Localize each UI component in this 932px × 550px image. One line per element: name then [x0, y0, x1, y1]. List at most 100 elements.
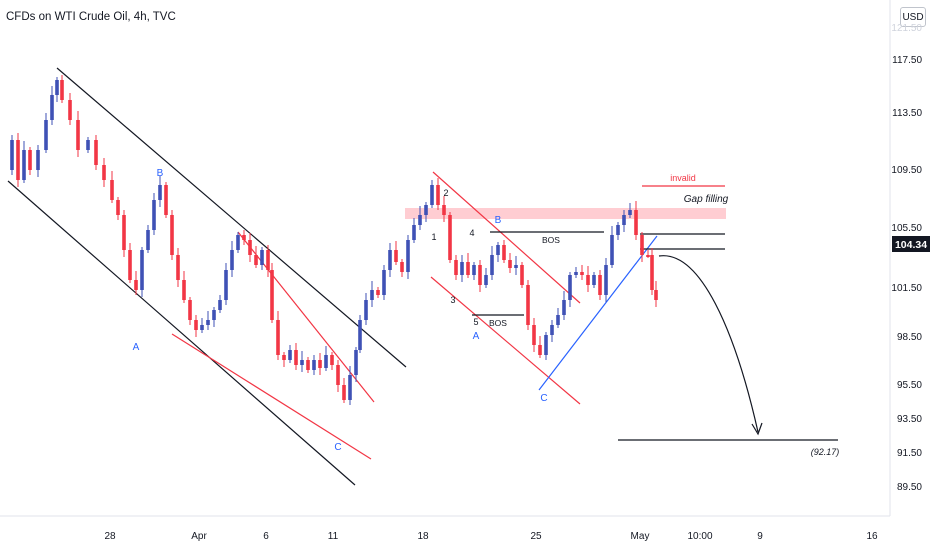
candle-body — [282, 355, 286, 360]
candle-body — [68, 100, 72, 120]
x-tick-label: May — [631, 531, 650, 542]
candle-body — [312, 360, 316, 370]
wave-label-b2: B — [495, 215, 502, 226]
x-tick-label: 10:00 — [687, 531, 712, 542]
candle-body — [568, 275, 572, 300]
candle-body — [122, 215, 126, 250]
wave-label-b1: B — [157, 168, 164, 179]
y-tick-label: 91.50 — [897, 448, 922, 459]
projection-arrow — [658, 255, 759, 433]
x-tick-label: Apr — [191, 531, 207, 542]
candle-body — [28, 150, 32, 170]
candle-body — [616, 225, 620, 235]
currency-badge[interactable]: USD — [900, 7, 926, 27]
wave-label-a1: A — [133, 342, 140, 353]
candle-body — [508, 260, 512, 268]
candle-body — [276, 320, 280, 355]
target-label: (92.17) — [811, 447, 840, 457]
candle-body — [300, 360, 304, 365]
candle-body — [140, 250, 144, 290]
candle-body — [152, 200, 156, 230]
candle-body — [430, 185, 434, 205]
candle-body — [354, 350, 358, 375]
projection-arrow-head — [751, 422, 763, 436]
candle-body — [418, 215, 422, 225]
candle-body — [134, 280, 138, 290]
y-tick-label: 113.50 — [892, 108, 922, 119]
invalid-label: invalid — [670, 173, 696, 183]
candle-body — [230, 250, 234, 270]
candle-body — [94, 140, 98, 165]
candle-body — [654, 290, 658, 300]
candle-body — [526, 285, 530, 325]
candle-body — [266, 250, 270, 270]
candle-body — [102, 165, 106, 180]
candle-body — [538, 345, 542, 355]
y-tick-label: 105.50 — [891, 223, 922, 234]
candle-body — [502, 245, 506, 260]
x-tick-label: 6 — [263, 531, 269, 542]
candle-body — [176, 255, 180, 280]
candle-body — [364, 300, 368, 320]
candle-body — [466, 262, 470, 275]
candle-body — [436, 185, 440, 205]
candle-body — [520, 265, 524, 285]
y-tick-label: 95.50 — [897, 380, 922, 391]
candle-body — [324, 355, 328, 368]
candle-body — [376, 290, 380, 295]
wave-label-c1: C — [334, 442, 341, 453]
candle-body — [50, 95, 54, 120]
candle-body — [270, 270, 274, 320]
candle-body — [574, 272, 578, 275]
last-price-label: 104.34 — [895, 239, 927, 251]
candle-body — [318, 360, 322, 368]
candle-body — [128, 250, 132, 280]
x-axis[interactable]: 28 Apr 6 11 18 25 May 10:00 9 16 — [104, 531, 878, 542]
candle-body — [646, 255, 650, 257]
candle-body — [224, 270, 228, 300]
candle-body — [400, 262, 404, 272]
y-tick-label: 117.50 — [892, 55, 922, 66]
candle-body — [218, 300, 222, 310]
candle-body — [370, 290, 374, 300]
gap-filling-label: Gap filling — [684, 194, 729, 205]
candle-body — [478, 265, 482, 285]
candle-body — [472, 265, 476, 275]
gap-zone — [405, 208, 726, 219]
wedge2-lower-line — [430, 276, 581, 405]
y-tick-label: 89.50 — [897, 482, 922, 493]
candle-body — [188, 300, 192, 320]
x-tick-label: 28 — [104, 531, 116, 542]
pattern-number-2: 2 — [443, 188, 448, 198]
x-tick-label: 9 — [757, 531, 763, 542]
candle-body — [610, 235, 614, 265]
candle-body — [592, 275, 596, 285]
candle-body — [348, 375, 352, 400]
candle-body — [412, 225, 416, 240]
candle-body — [288, 350, 292, 360]
y-axis[interactable]: 121.50 117.50 113.50 109.50 105.50 101.5… — [891, 23, 922, 493]
candle-body — [294, 350, 298, 365]
candle-body — [556, 315, 560, 325]
candle-body — [586, 275, 590, 285]
candle-body — [248, 240, 252, 255]
pattern-number-4: 4 — [469, 228, 474, 238]
candle-body — [514, 265, 518, 268]
candle-body — [628, 210, 632, 215]
candle-body — [622, 215, 626, 225]
candle-body — [496, 245, 500, 255]
candle-body — [406, 240, 410, 272]
candle-body — [460, 262, 464, 275]
candle-body — [336, 365, 340, 385]
candle-body — [394, 250, 398, 262]
bos-label-upper: BOS — [542, 235, 560, 245]
candle-body — [454, 260, 458, 275]
candle-body — [36, 150, 40, 170]
candle-body — [10, 140, 14, 170]
x-tick-label: 25 — [530, 531, 542, 542]
candle-body — [260, 250, 264, 265]
y-tick-label-top: 121.50 — [891, 23, 922, 34]
candle-body — [170, 215, 174, 255]
wave-label-c2: C — [540, 393, 547, 404]
